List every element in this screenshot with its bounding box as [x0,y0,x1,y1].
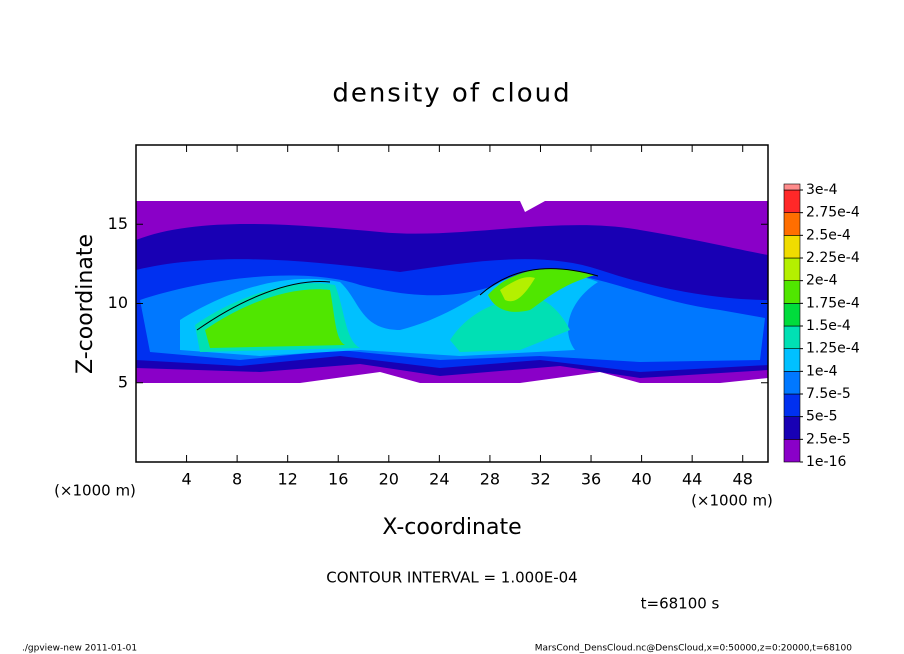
y-axis-label: Z-coordinate [73,234,98,374]
colorbar-top [783,183,801,191]
colorbar-label: 2e-4 [806,273,838,289]
footer-left: ./gpview-new 2011-01-01 [22,644,137,654]
x-tick-label: 44 [682,470,702,489]
x-tick-label: 40 [631,470,651,489]
colorbar-label: 2.5e-4 [806,227,851,243]
time-note: t=68100 s [641,595,720,613]
colorbar-box [783,393,801,417]
colorbar-label: 1e-4 [806,363,838,379]
colorbar-box [783,212,801,236]
colorbar-box [783,280,801,304]
x-tick-label: 24 [429,470,449,489]
colorbar-label: 7.5e-5 [806,386,851,402]
x-tick-label: 28 [480,470,500,489]
colorbar-label: 1.25e-4 [806,341,860,357]
field-approximation [136,201,768,383]
x-tick-label: 4 [181,470,191,489]
x-tick-label: 36 [581,470,601,489]
x-tick-label: 12 [278,470,298,489]
colorbar-label: 3e-4 [806,182,838,198]
y-tick-label: 10 [108,293,128,312]
colorbar-label: 5e-5 [806,409,837,425]
colorbar-label: 2.25e-4 [806,250,860,266]
x-tick-label: 48 [733,470,753,489]
x-tick-label: 16 [328,470,348,489]
x-axis-label: X-coordinate [382,515,521,540]
colorbar-box [783,303,801,327]
colorbar-box [783,348,801,372]
x-unit: (×1000 m) [691,492,773,510]
x-tick-label: 32 [530,470,550,489]
contour-note: CONTOUR INTERVAL = 1.000E-04 [326,569,577,587]
colorbar-label: 2.5e-5 [806,431,851,447]
x-tick-label: 20 [379,470,399,489]
colorbar-box [783,439,801,463]
colorbar-box [783,235,801,259]
footer-right: MarsCond_DensCloud.nc@DensCloud,x=0:5000… [535,644,852,654]
colorbar-box [783,416,801,440]
chart-title: density of cloud [332,79,571,109]
x-tick-label: 8 [232,470,242,489]
y-tick-label: 15 [108,214,128,233]
colorbar-label: 1.75e-4 [806,295,860,311]
y-tick-label: 5 [118,372,128,391]
colorbar-box [783,189,801,213]
colorbar-label: 1.5e-4 [806,318,851,334]
y-unit: (×1000 m) [54,482,136,500]
colorbar-box [783,325,801,349]
colorbar-label: 2.75e-4 [806,205,860,221]
colorbar-label: 1e-16 [806,454,846,470]
colorbar-box [783,371,801,395]
colorbar-box [783,257,801,281]
